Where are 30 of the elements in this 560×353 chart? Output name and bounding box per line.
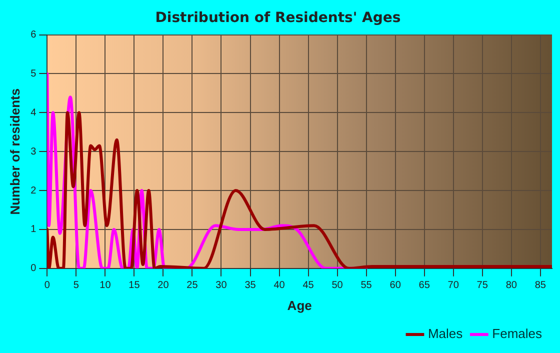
- chart-title: Distribution of Residents' Ages: [155, 10, 401, 26]
- x-tick-label: 50: [332, 280, 344, 292]
- x-tick-label: 45: [302, 280, 314, 292]
- x-tick-label: 80: [506, 280, 518, 292]
- y-tick-label: 3: [30, 146, 37, 158]
- y-tick-label: 1: [30, 224, 37, 236]
- x-tick-label: 30: [216, 280, 228, 292]
- y-tick-label: 4: [30, 107, 37, 118]
- y-tick-label: 5: [30, 68, 37, 80]
- x-tick-label: 65: [418, 280, 430, 292]
- x-tick-label: 20: [158, 280, 170, 292]
- x-tick-label: 85: [534, 280, 546, 292]
- y-tick-label: 2: [30, 185, 37, 196]
- y-tick-label: 0: [30, 263, 37, 274]
- x-tick-label: 15: [128, 280, 140, 292]
- legend-label: Males: [428, 326, 464, 342]
- x-tick-label: 5: [73, 280, 80, 292]
- x-tick-label: 55: [360, 280, 372, 292]
- x-tick-label: 40: [274, 280, 286, 292]
- x-tick-label: 25: [186, 280, 198, 292]
- legend-label: Females: [492, 326, 542, 342]
- y-tick-label: 6: [30, 30, 37, 41]
- y-axis-title: Number of residents: [7, 88, 22, 215]
- x-tick-label: 35: [244, 280, 256, 292]
- x-tick-label: 10: [100, 280, 112, 292]
- x-tick-label: 70: [448, 280, 460, 292]
- x-tick-label: 0: [44, 280, 50, 292]
- x-axis-title: Age: [287, 298, 312, 313]
- x-tick-label: 60: [390, 280, 402, 292]
- x-tick-label: 75: [476, 280, 488, 292]
